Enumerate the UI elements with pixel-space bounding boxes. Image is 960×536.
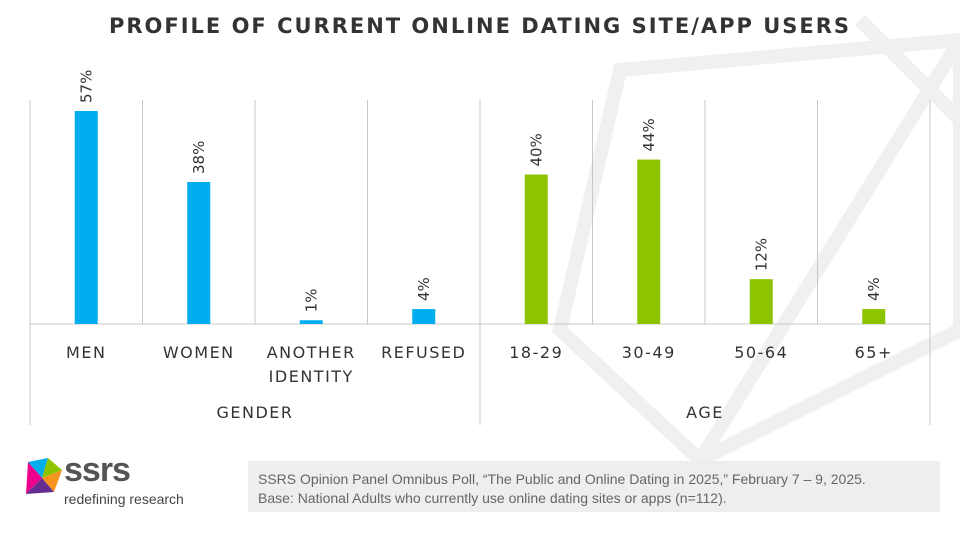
data-label: 40%	[527, 133, 545, 166]
bar	[412, 309, 436, 324]
bar	[862, 309, 886, 324]
data-label: 1%	[302, 288, 320, 312]
category-label: 18-29	[509, 343, 563, 362]
data-label: 12%	[752, 238, 770, 271]
chart-title: PROFILE OF CURRENT ONLINE DATING SITE/AP…	[108, 14, 852, 38]
data-label: 4%	[415, 277, 433, 301]
source-line-2: Base: National Adults who currently use …	[258, 490, 727, 506]
category-label: 30-49	[622, 343, 676, 362]
category-label: 65+	[855, 343, 893, 362]
bar	[637, 159, 661, 324]
bar	[299, 320, 323, 324]
bar	[749, 279, 773, 324]
data-label: 57%	[77, 70, 95, 103]
category-label: ANOTHER	[267, 343, 356, 362]
data-label: 4%	[865, 277, 883, 301]
logo-tagline: redefining research	[64, 491, 184, 507]
category-label: IDENTITY	[269, 367, 354, 386]
category-label: 50-64	[734, 343, 788, 362]
source-line-1: SSRS Opinion Panel Omnibus Poll, “The Pu…	[258, 471, 866, 487]
category-label: WOMEN	[163, 343, 235, 362]
data-label: 38%	[190, 141, 208, 174]
category-label: REFUSED	[381, 343, 466, 362]
group-label: AGE	[686, 403, 724, 422]
logo-wordmark: ssrs	[64, 451, 131, 489]
category-label: MEN	[66, 343, 106, 362]
logo-mark-icon	[26, 458, 62, 494]
group-label: GENDER	[216, 403, 293, 422]
ssrs-logo: ssrs redefining research	[24, 451, 234, 518]
bar	[74, 111, 98, 324]
source-note: SSRS Opinion Panel Omnibus Poll, “The Pu…	[248, 461, 940, 512]
data-label: 44%	[640, 118, 658, 151]
bar	[524, 174, 548, 324]
bar	[187, 182, 211, 324]
